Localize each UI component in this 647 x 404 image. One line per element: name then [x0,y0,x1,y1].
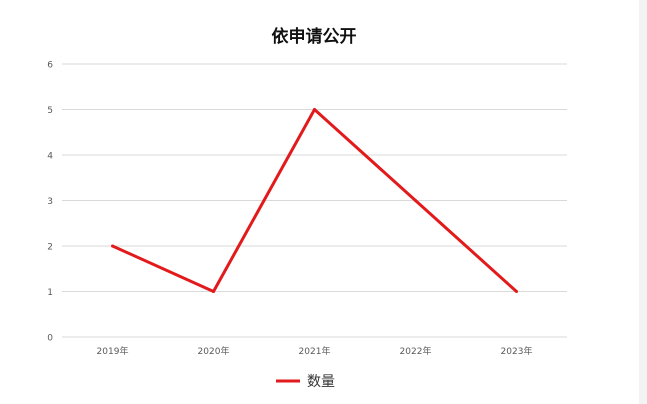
y-tick-label: 6 [47,61,53,71]
data-point [515,290,518,293]
scrollbar-strip [639,0,647,404]
data-point [212,290,215,293]
y-tick-label: 4 [47,152,53,162]
legend-label: 数量 [307,374,335,390]
y-tick-label: 3 [47,197,53,207]
x-tick-label: 2019年 [97,345,129,357]
legend: 数量 [276,374,335,390]
y-tick-label: 5 [47,106,53,116]
x-tick-label: 2020年 [198,345,230,357]
y-tick-label: 2 [47,243,53,253]
x-tick-label: 2022年 [400,345,432,357]
y-tick-label: 1 [47,288,53,298]
x-tick-label: 2023年 [501,345,533,357]
chart-title: 依申请公开 [272,26,357,47]
y-tick-label: 0 [47,334,53,344]
data-point [111,244,114,248]
x-tick-label: 2021年 [299,345,331,357]
data-point [313,108,316,111]
data-point [414,199,417,202]
